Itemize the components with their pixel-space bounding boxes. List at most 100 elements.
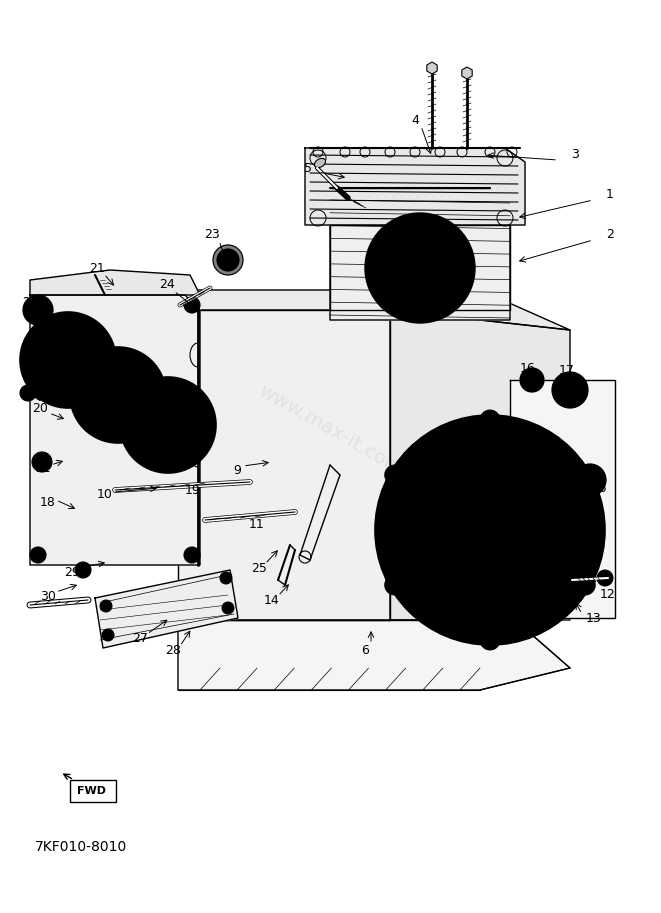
- Text: 30: 30: [40, 590, 56, 603]
- Circle shape: [20, 312, 116, 408]
- Text: 11: 11: [249, 519, 265, 531]
- Circle shape: [526, 374, 538, 386]
- Text: 20: 20: [32, 402, 48, 415]
- Circle shape: [450, 490, 530, 570]
- Polygon shape: [330, 225, 510, 310]
- Polygon shape: [330, 188, 510, 320]
- Text: 18: 18: [40, 496, 56, 509]
- Text: 17: 17: [559, 363, 575, 376]
- Circle shape: [184, 297, 200, 313]
- Polygon shape: [30, 270, 200, 295]
- Circle shape: [580, 470, 600, 490]
- Text: 24: 24: [159, 278, 175, 291]
- Polygon shape: [178, 310, 390, 620]
- Text: 1: 1: [606, 188, 614, 202]
- Circle shape: [48, 340, 88, 380]
- Circle shape: [395, 243, 445, 293]
- Text: www.max-it.com: www.max-it.com: [254, 381, 405, 479]
- Circle shape: [32, 452, 52, 472]
- Circle shape: [390, 470, 400, 480]
- Circle shape: [385, 575, 405, 595]
- Text: 5: 5: [304, 162, 312, 174]
- Circle shape: [213, 245, 243, 275]
- Polygon shape: [510, 380, 615, 618]
- Circle shape: [148, 405, 188, 445]
- FancyBboxPatch shape: [70, 780, 116, 802]
- Circle shape: [60, 352, 76, 368]
- Circle shape: [33, 325, 103, 395]
- Circle shape: [560, 570, 580, 590]
- Text: 27: 27: [132, 632, 148, 645]
- Circle shape: [574, 464, 606, 496]
- Text: 10: 10: [97, 488, 113, 501]
- Circle shape: [580, 470, 590, 480]
- Polygon shape: [178, 620, 570, 690]
- Circle shape: [472, 512, 508, 548]
- Circle shape: [100, 600, 112, 612]
- Circle shape: [79, 566, 87, 574]
- Circle shape: [75, 562, 91, 578]
- Circle shape: [375, 415, 605, 645]
- Text: 23: 23: [204, 228, 220, 242]
- Text: 3: 3: [571, 149, 579, 162]
- Circle shape: [133, 390, 203, 460]
- Circle shape: [160, 417, 176, 433]
- Text: 28: 28: [165, 644, 181, 656]
- Polygon shape: [30, 295, 200, 565]
- Circle shape: [23, 295, 53, 325]
- Text: 21: 21: [89, 261, 105, 275]
- Circle shape: [586, 476, 594, 484]
- Circle shape: [102, 629, 114, 641]
- Text: 6: 6: [361, 644, 369, 656]
- Circle shape: [392, 432, 588, 628]
- Text: 2: 2: [606, 228, 614, 242]
- Text: FWD: FWD: [77, 786, 106, 796]
- Circle shape: [30, 547, 46, 563]
- Circle shape: [390, 580, 400, 590]
- Text: 25: 25: [251, 561, 267, 574]
- Circle shape: [385, 465, 405, 485]
- Circle shape: [378, 226, 462, 310]
- Text: 9: 9: [233, 464, 241, 477]
- Circle shape: [70, 347, 166, 443]
- Circle shape: [480, 410, 500, 430]
- Text: 8: 8: [520, 519, 528, 531]
- Circle shape: [575, 465, 596, 485]
- Text: 26: 26: [22, 297, 38, 310]
- Circle shape: [410, 258, 430, 278]
- Circle shape: [184, 547, 200, 563]
- Text: 29: 29: [64, 565, 80, 579]
- Circle shape: [485, 635, 495, 645]
- Text: 4: 4: [411, 113, 419, 127]
- Circle shape: [20, 385, 36, 401]
- Circle shape: [520, 368, 544, 392]
- Text: 14: 14: [264, 593, 280, 606]
- Polygon shape: [390, 310, 570, 620]
- Text: 13: 13: [586, 612, 602, 624]
- Circle shape: [220, 572, 232, 584]
- Text: 15: 15: [592, 481, 608, 495]
- Circle shape: [565, 385, 575, 395]
- Text: 22: 22: [35, 461, 51, 475]
- Circle shape: [580, 580, 590, 590]
- Text: 19: 19: [183, 438, 199, 452]
- Polygon shape: [305, 148, 525, 225]
- Circle shape: [33, 305, 43, 315]
- Circle shape: [98, 375, 138, 415]
- Text: 16: 16: [520, 362, 536, 374]
- Circle shape: [365, 213, 475, 323]
- Circle shape: [83, 360, 153, 430]
- Circle shape: [575, 575, 596, 595]
- Ellipse shape: [315, 159, 326, 168]
- Circle shape: [222, 602, 234, 614]
- Circle shape: [30, 297, 46, 313]
- Circle shape: [597, 570, 613, 586]
- Circle shape: [480, 630, 500, 650]
- Circle shape: [110, 387, 126, 403]
- Circle shape: [552, 372, 588, 408]
- Polygon shape: [178, 290, 570, 330]
- Circle shape: [425, 465, 555, 595]
- Polygon shape: [95, 570, 238, 648]
- Text: 19: 19: [185, 484, 201, 497]
- Circle shape: [218, 250, 238, 270]
